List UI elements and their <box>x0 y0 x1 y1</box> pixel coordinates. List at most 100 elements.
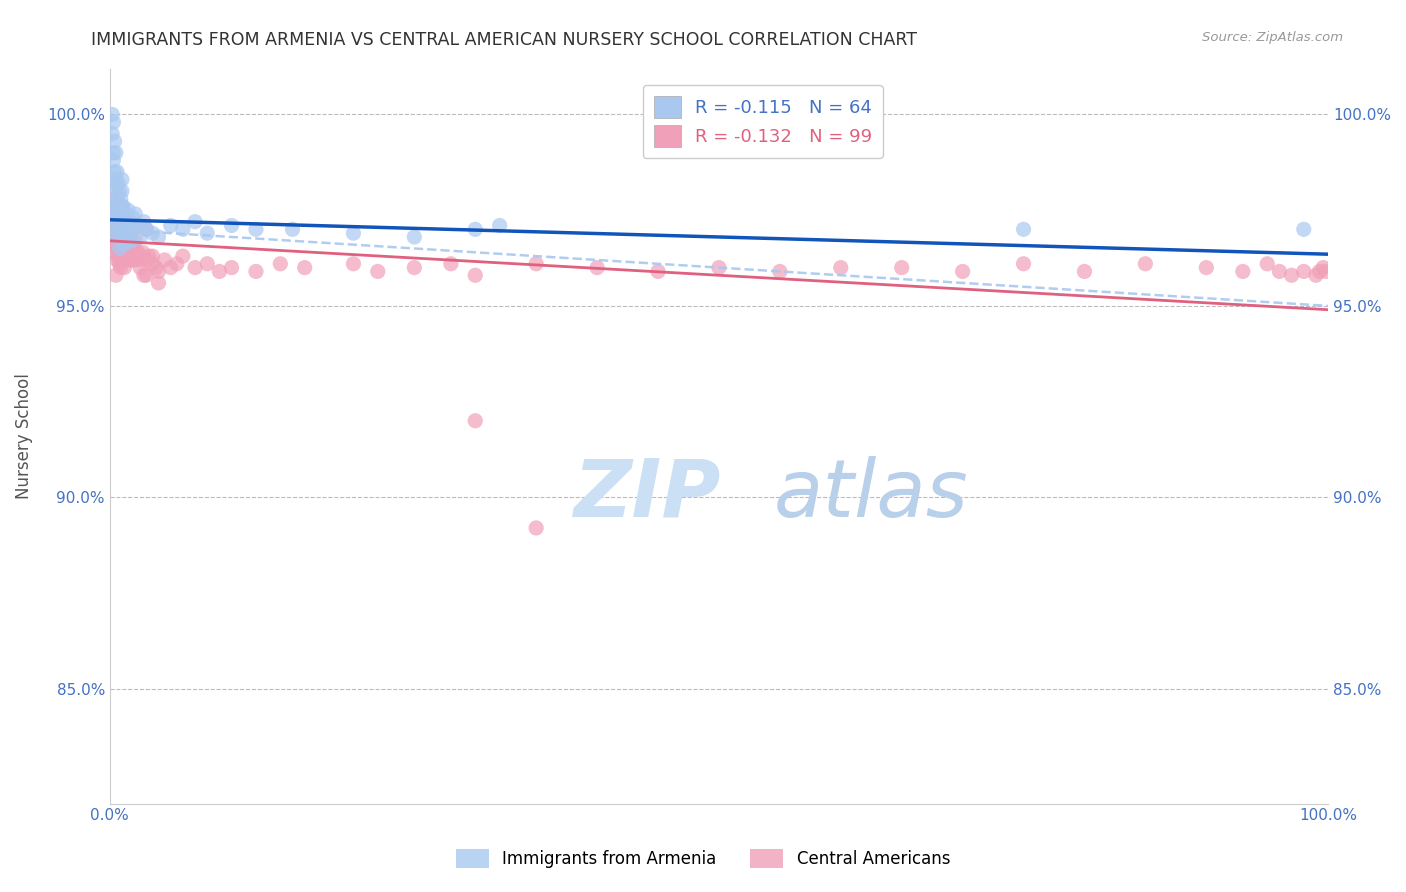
Point <box>104 245 127 260</box>
Point <box>1256 257 1278 271</box>
Point <box>107 249 129 263</box>
Point <box>1315 264 1337 278</box>
Point <box>112 237 135 252</box>
Point <box>112 249 135 263</box>
Point <box>122 222 145 236</box>
Point <box>115 222 138 236</box>
Point <box>104 230 127 244</box>
Point <box>118 237 141 252</box>
Point <box>117 249 139 263</box>
Point <box>1292 264 1315 278</box>
Point <box>132 215 155 229</box>
Point <box>101 107 124 121</box>
Point <box>952 264 974 278</box>
Point <box>101 192 124 206</box>
Point <box>131 245 153 260</box>
Point <box>524 521 547 535</box>
Point <box>105 252 128 267</box>
Point <box>1195 260 1218 275</box>
Point <box>122 242 145 256</box>
Point <box>342 226 364 240</box>
Point <box>524 257 547 271</box>
Point <box>138 249 160 263</box>
Point <box>245 264 267 278</box>
Text: Source: ZipAtlas.com: Source: ZipAtlas.com <box>1202 31 1343 45</box>
Point <box>1073 264 1095 278</box>
Point <box>104 211 127 225</box>
Point <box>111 172 134 186</box>
Point <box>107 177 129 191</box>
Point <box>104 199 127 213</box>
Point <box>118 215 141 229</box>
Point <box>117 203 139 218</box>
Point <box>245 222 267 236</box>
Point <box>707 260 730 275</box>
Point <box>103 203 125 218</box>
Point <box>104 222 127 236</box>
Point <box>148 276 170 290</box>
Point <box>488 219 510 233</box>
Point <box>108 242 131 256</box>
Point <box>195 226 218 240</box>
Point <box>104 215 127 229</box>
Point <box>114 215 136 229</box>
Point <box>104 268 127 283</box>
Point <box>112 207 135 221</box>
Point <box>101 127 124 141</box>
Legend: R = -0.115   N = 64, R = -0.132   N = 99: R = -0.115 N = 64, R = -0.132 N = 99 <box>643 85 883 158</box>
Point <box>269 257 291 271</box>
Point <box>111 199 134 213</box>
Point <box>104 172 127 186</box>
Point <box>117 242 139 256</box>
Point <box>1309 264 1331 278</box>
Point <box>103 145 125 160</box>
Point <box>104 134 127 148</box>
Point <box>367 264 389 278</box>
Legend: Immigrants from Armenia, Central Americans: Immigrants from Armenia, Central America… <box>449 842 957 875</box>
Point <box>221 219 243 233</box>
Point <box>145 260 167 275</box>
Point <box>104 165 127 179</box>
Point <box>117 234 139 248</box>
Point <box>129 252 152 267</box>
Point <box>135 252 157 267</box>
Point <box>440 257 463 271</box>
Point <box>129 230 152 244</box>
Point <box>124 207 146 221</box>
Point <box>104 184 127 198</box>
Point <box>111 237 134 252</box>
Point <box>166 257 188 271</box>
Point <box>110 252 132 267</box>
Point <box>141 257 163 271</box>
Point <box>108 249 131 263</box>
Point <box>1012 257 1035 271</box>
Point <box>107 234 129 248</box>
Text: IMMIGRANTS FROM ARMENIA VS CENTRAL AMERICAN NURSERY SCHOOL CORRELATION CHART: IMMIGRANTS FROM ARMENIA VS CENTRAL AMERI… <box>91 31 917 49</box>
Point <box>111 184 134 198</box>
Point <box>110 222 132 236</box>
Point <box>112 230 135 244</box>
Point <box>111 230 134 244</box>
Point <box>141 226 163 240</box>
Point <box>159 219 181 233</box>
Point <box>172 249 194 263</box>
Point <box>117 215 139 229</box>
Point <box>1232 264 1254 278</box>
Point <box>103 199 125 213</box>
Point <box>294 260 316 275</box>
Point <box>1268 264 1291 278</box>
Point <box>121 252 143 267</box>
Point <box>890 260 912 275</box>
Point <box>112 230 135 244</box>
Point <box>115 245 138 260</box>
Point <box>129 249 152 263</box>
Point <box>129 260 152 275</box>
Point <box>1281 268 1303 283</box>
Point <box>111 199 134 213</box>
Point <box>120 252 142 267</box>
Point <box>111 230 134 244</box>
Point <box>104 237 127 252</box>
Point <box>141 249 163 263</box>
Point <box>125 219 148 233</box>
Point <box>112 260 135 275</box>
